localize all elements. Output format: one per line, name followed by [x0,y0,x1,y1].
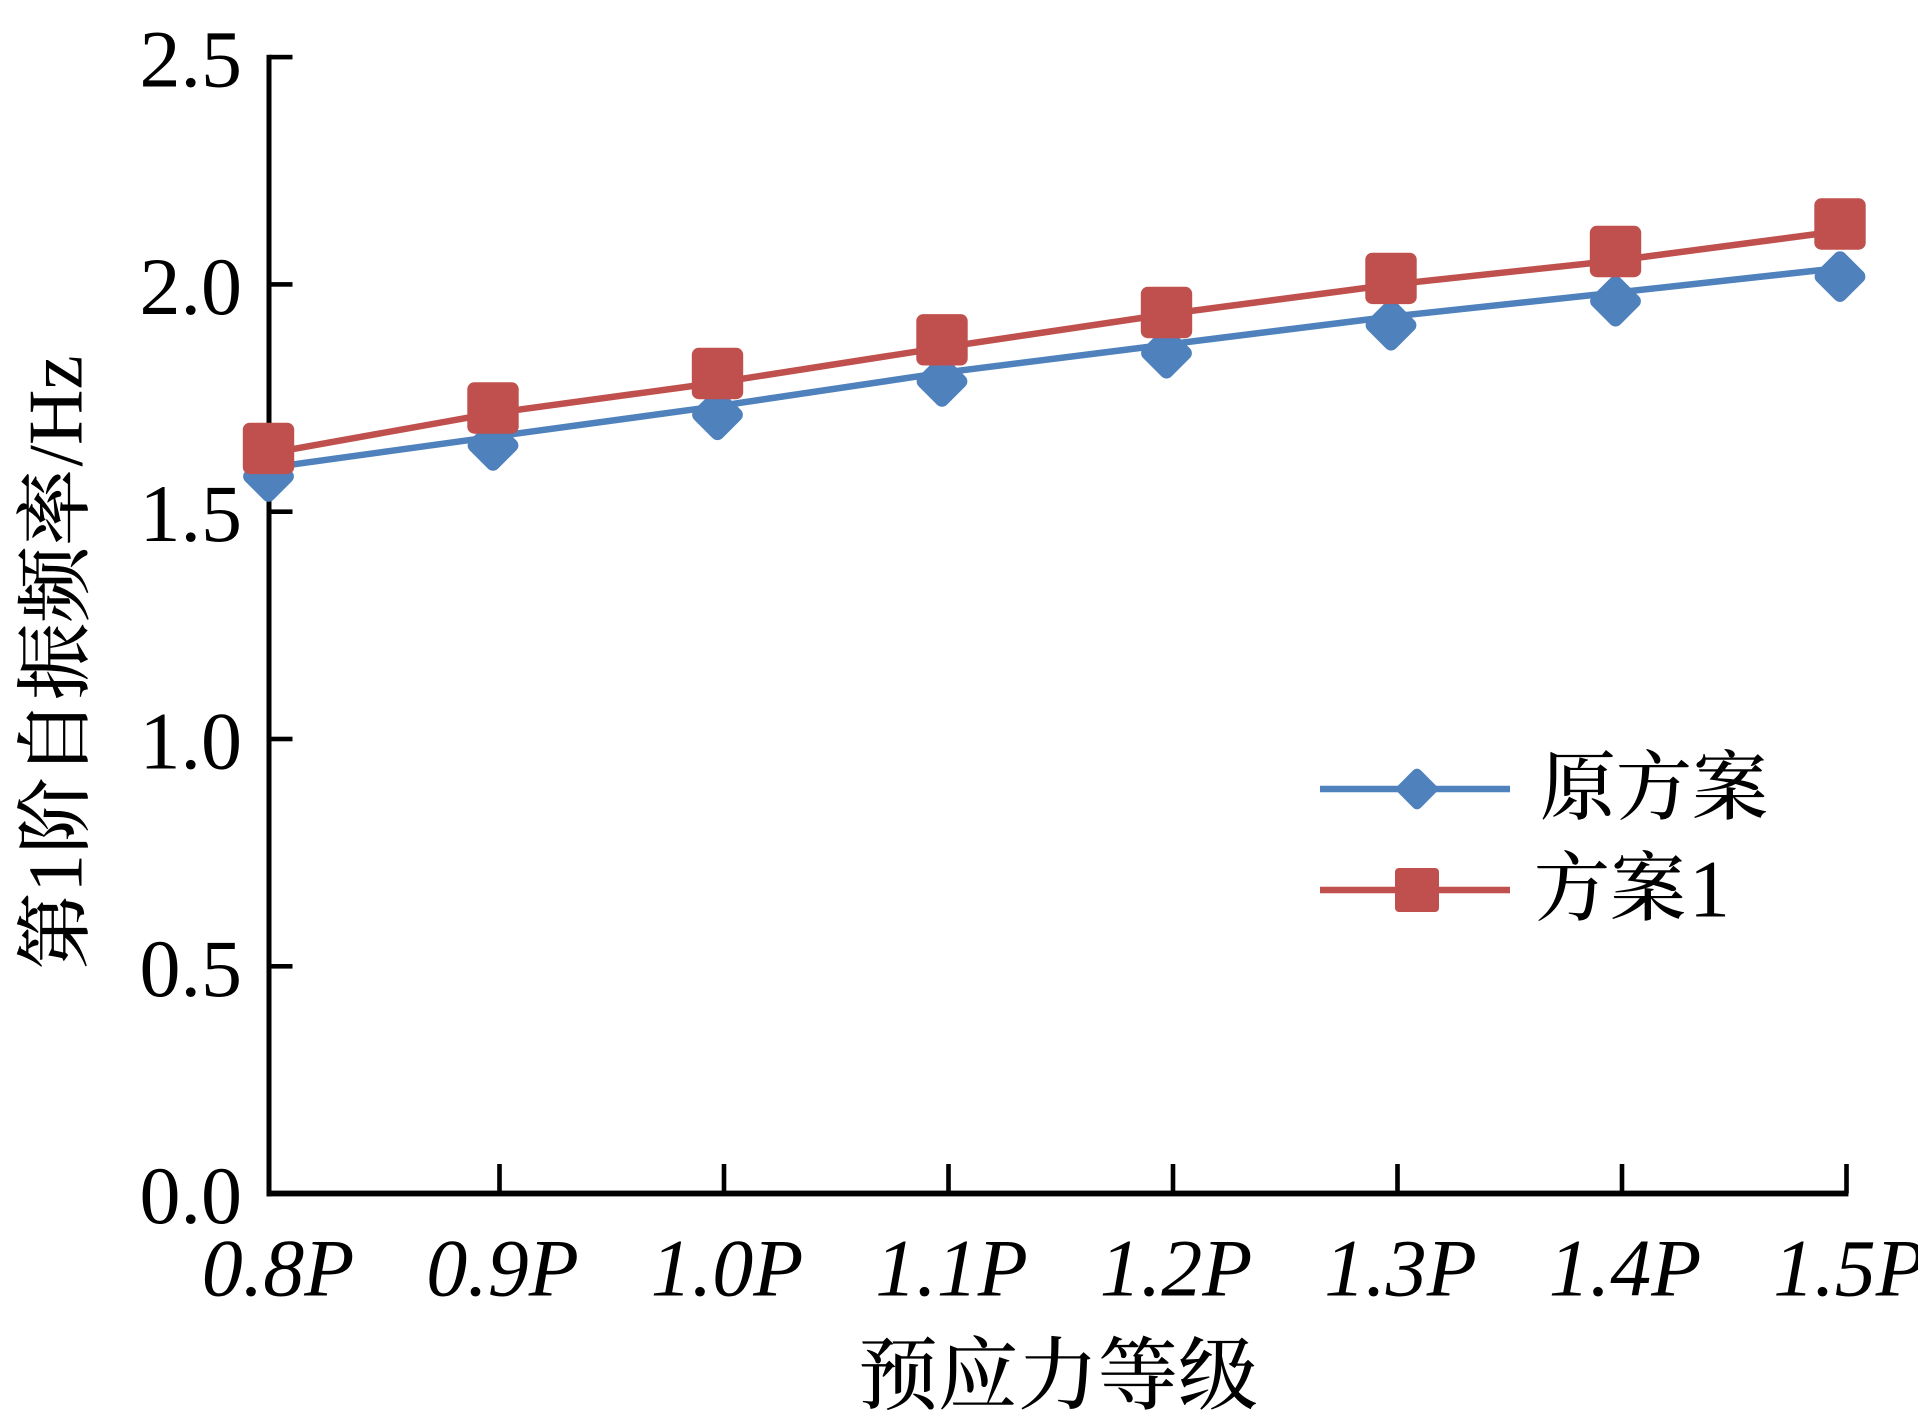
svg-text:0.5: 0.5 [140,923,243,1014]
svg-text:1.5P: 1.5P [1773,1223,1918,1314]
svg-text:/Hz: /Hz [13,355,99,466]
svg-text:1.4P: 1.4P [1549,1223,1702,1314]
svg-text:0.9P: 0.9P [426,1223,579,1314]
svg-text:1.0P: 1.0P [651,1223,804,1314]
svg-text:1: 1 [13,854,99,893]
svg-text:0.8P: 0.8P [202,1223,355,1314]
svg-text:2.5: 2.5 [140,14,243,105]
svg-text:1.0: 1.0 [140,696,243,787]
svg-text:2.0: 2.0 [140,241,243,332]
svg-text:1.2P: 1.2P [1100,1223,1253,1314]
svg-text:1.3P: 1.3P [1324,1223,1477,1314]
svg-text:1.1P: 1.1P [875,1223,1028,1314]
svg-text:0.0: 0.0 [140,1150,243,1241]
svg-text:1: 1 [1689,844,1730,935]
svg-text:1.5: 1.5 [140,468,243,559]
